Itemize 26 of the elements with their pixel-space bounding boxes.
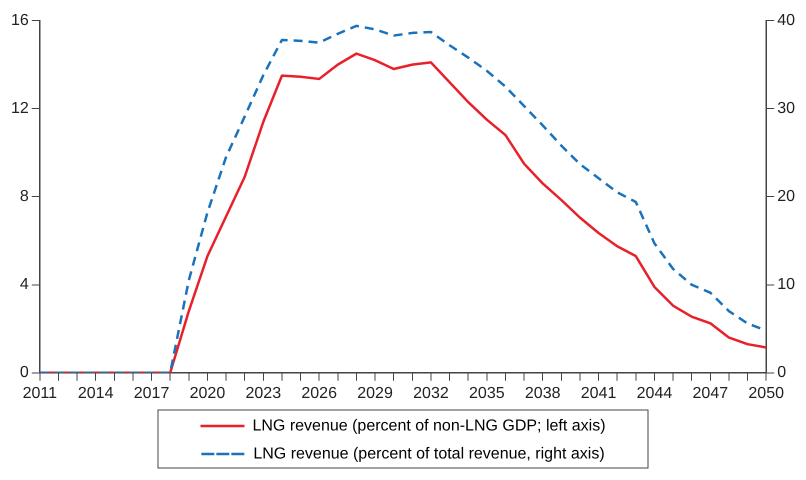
x-tick-label: 2026 [301,384,338,402]
y2-tick-label: 0 [777,364,786,382]
x-tick-label: 2050 [748,384,784,402]
x-tick-label: 2047 [692,384,728,402]
y2-tick-label: 30 [777,100,796,118]
y-tick-label: 4 [20,276,29,294]
x-tick-label: 2041 [580,384,616,402]
x-tick-label: 2038 [524,384,561,402]
x-tick-label: 2029 [357,384,393,402]
y-tick-label: 16 [11,12,29,30]
legend-label: LNG revenue (percent of non-LNG GDP; left axis) [252,417,606,434]
x-tick-label: 2020 [190,384,226,402]
x-tick-label: 2017 [134,384,170,402]
y2-tick-label: 40 [777,12,796,30]
y-tick-label: 12 [11,100,29,118]
x-tick-label: 2014 [78,384,114,402]
y2-tick-label: 10 [777,276,796,294]
x-tick-label: 2035 [469,384,505,402]
x-tick-label: 2032 [413,384,449,402]
y2-tick-label: 20 [777,188,796,206]
legend-label: LNG revenue (percent of total revenue, right axis) [253,445,605,462]
x-tick-label: 2011 [22,384,58,402]
y-tick-label: 0 [20,364,29,382]
x-tick-label: 2044 [636,384,672,402]
y-tick-label: 8 [20,188,29,206]
x-tick-label: 2023 [246,384,282,402]
